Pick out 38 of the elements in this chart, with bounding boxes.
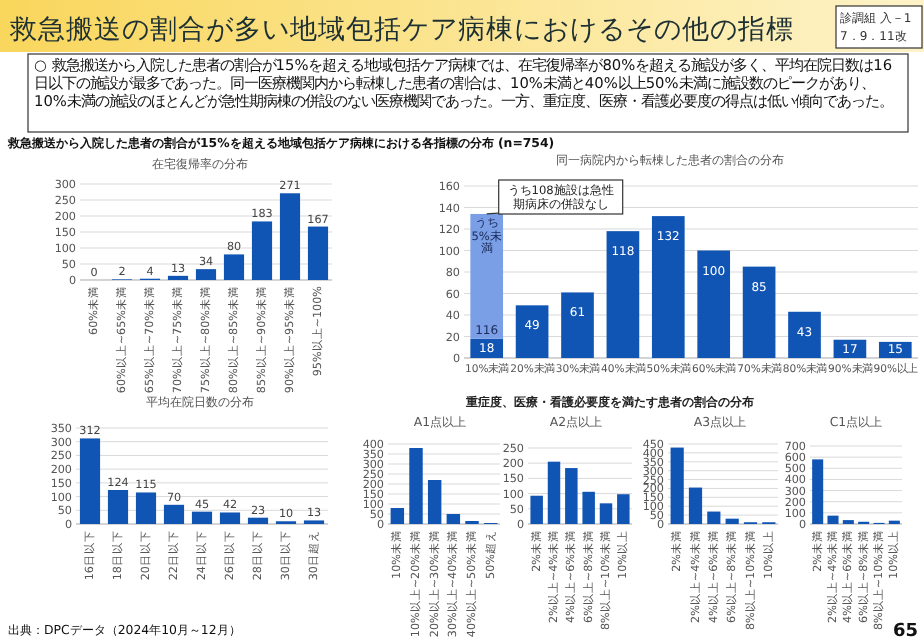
bar xyxy=(427,480,442,524)
bar xyxy=(812,459,824,524)
text: 救急搬送の割合が多い地域包括ケア病棟におけるその他の指標 xyxy=(8,14,794,46)
bar xyxy=(223,254,245,280)
bar xyxy=(565,468,578,524)
bar xyxy=(788,311,821,358)
bar xyxy=(470,213,504,339)
bar xyxy=(409,448,423,524)
bar xyxy=(219,512,241,524)
bar xyxy=(547,461,561,524)
bar xyxy=(163,504,185,524)
bar xyxy=(247,517,269,524)
bar xyxy=(390,508,405,524)
bar xyxy=(446,514,461,524)
bar xyxy=(606,231,640,358)
bar xyxy=(688,487,703,524)
bar xyxy=(670,447,684,524)
bar xyxy=(582,491,595,524)
bar xyxy=(251,221,273,280)
bar xyxy=(515,305,549,358)
bar xyxy=(135,492,157,524)
bar xyxy=(651,216,685,358)
bar xyxy=(742,266,776,358)
bar xyxy=(307,226,329,280)
bar xyxy=(530,495,543,524)
bar xyxy=(725,518,739,524)
bar xyxy=(79,438,101,524)
bar xyxy=(827,515,839,524)
bar xyxy=(707,511,721,524)
bar xyxy=(279,193,301,280)
bar xyxy=(195,269,217,280)
bar xyxy=(697,250,731,358)
bar xyxy=(561,292,594,358)
text: 65 xyxy=(892,622,918,640)
bar xyxy=(191,511,213,524)
bar xyxy=(599,503,613,524)
bar xyxy=(617,494,630,524)
bar xyxy=(107,489,129,524)
